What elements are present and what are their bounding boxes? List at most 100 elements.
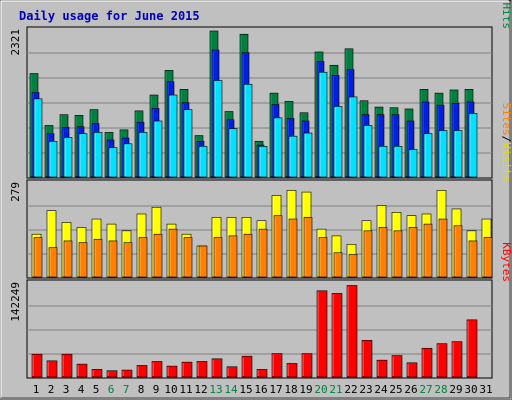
x-tick-label: 29: [449, 383, 462, 396]
legend-item-visits: Visits: [500, 142, 512, 182]
bar-kbytes: [61, 353, 73, 378]
bar-pages: [288, 135, 298, 178]
bar-kbytes: [376, 359, 388, 378]
bar-kbytes: [391, 355, 403, 378]
bar-pages: [438, 130, 448, 178]
bar-sites: [378, 227, 388, 278]
bar-kbytes: [361, 340, 373, 378]
legend-item-sites: Sites: [500, 103, 512, 136]
bar-pages: [468, 113, 478, 178]
bar-pages: [363, 125, 373, 178]
bar-pages: [423, 133, 433, 178]
bar-pages: [453, 130, 463, 178]
bar-pages: [153, 120, 163, 178]
bar-kbytes: [436, 343, 448, 378]
bar-kbytes: [121, 369, 133, 378]
x-tick-label: 16: [254, 383, 267, 396]
x-tick-label: 20: [314, 383, 327, 396]
x-tick-label: 25: [389, 383, 402, 396]
x-tick-label: 2: [48, 383, 55, 396]
bar-sites: [48, 247, 58, 278]
x-tick-label: 21: [329, 383, 342, 396]
bar-kbytes: [256, 369, 268, 378]
bar-sites: [303, 217, 313, 278]
bar-sites: [423, 223, 433, 278]
axis-max-label: 142249: [9, 282, 22, 322]
bar-sites: [63, 240, 73, 278]
x-tick-label: 28: [434, 383, 447, 396]
bar-pages: [48, 140, 58, 178]
bar-sites: [123, 242, 133, 278]
x-tick-label: 19: [299, 383, 312, 396]
x-tick-label: 27: [419, 383, 432, 396]
x-tick-label: 17: [269, 383, 282, 396]
bar-pages: [318, 71, 328, 178]
bar-pages: [198, 146, 208, 178]
bar-kbytes: [31, 353, 43, 378]
bar-sites: [438, 218, 448, 278]
bar-pages: [393, 146, 403, 178]
bar-sites: [318, 237, 328, 278]
bar-kbytes: [346, 285, 358, 378]
bar-kbytes: [451, 341, 463, 378]
bar-pages: [213, 80, 223, 178]
x-tick-label: 23: [359, 383, 372, 396]
axis-max-label: 2321: [9, 29, 22, 56]
bar-sites: [273, 215, 283, 278]
x-tick-label: 4: [78, 383, 85, 396]
bar-sites: [198, 245, 208, 278]
bar-sites: [333, 252, 343, 278]
x-tick-label: 1: [33, 383, 40, 396]
panel-hits_files_pages: 2321 Pages/Files/Hits: [9, 0, 512, 179]
x-tick-label: 12: [194, 383, 207, 396]
bar-sites: [213, 237, 223, 278]
chart-panels: 2321 Pages/Files/Hits 279 Sites/Visits 14224…: [9, 0, 512, 379]
bar-sites: [228, 235, 238, 278]
bar-pages: [108, 147, 118, 178]
bar-kbytes: [271, 353, 283, 378]
bar-kbytes: [76, 363, 88, 378]
bar-kbytes: [91, 369, 103, 378]
legend-hits_files_pages: Pages/Files/Hits: [500, 0, 512, 29]
chart-title: Daily usage for June 2015: [19, 9, 200, 23]
x-tick-label: 6: [108, 383, 115, 396]
bar-sites: [348, 254, 358, 278]
x-tick-label: 26: [404, 383, 417, 396]
bar-sites: [108, 240, 118, 278]
x-tick-label: 15: [239, 383, 252, 396]
bar-pages: [243, 83, 253, 178]
legend-item-kbytes: KBytes: [500, 242, 512, 282]
bar-sites: [288, 218, 298, 278]
bar-sites: [483, 237, 493, 278]
bar-sites: [33, 237, 43, 278]
bar-kbytes: [241, 355, 253, 378]
bar-kbytes: [136, 365, 148, 378]
bar-pages: [93, 132, 103, 178]
bar-sites: [243, 233, 253, 278]
bar-kbytes: [421, 347, 433, 378]
bar-sites: [468, 240, 478, 278]
bar-kbytes: [226, 366, 238, 378]
x-tick-label: 18: [284, 383, 297, 396]
bar-pages: [63, 137, 73, 178]
x-axis: 1 2 3 4 5 6 7 8 9 10 11 12 13 14 15 16 17 18 19 20 21 22 23 24 2…: [33, 383, 493, 396]
bar-pages: [123, 143, 133, 178]
x-tick-label: 5: [93, 383, 100, 396]
bar-sites: [453, 225, 463, 278]
bar-pages: [228, 128, 238, 178]
bar-sites: [168, 228, 178, 278]
bar-kbytes: [286, 363, 298, 378]
legend-kbytes: KBytes: [500, 242, 512, 282]
bar-pages: [168, 94, 178, 178]
bar-pages: [348, 96, 358, 178]
bar-pages: [408, 149, 418, 178]
bar-pages: [183, 109, 193, 178]
bar-sites: [138, 237, 148, 278]
bar-pages: [78, 133, 88, 178]
x-tick-label: 9: [153, 383, 160, 396]
x-tick-label: 10: [164, 383, 177, 396]
x-tick-label: 14: [224, 383, 238, 396]
bar-kbytes: [181, 361, 193, 378]
